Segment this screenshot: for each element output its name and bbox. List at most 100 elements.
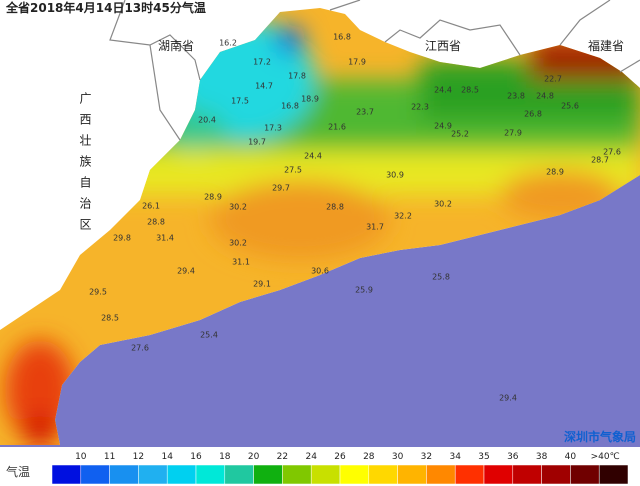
province-label: 湖南省 — [158, 38, 194, 53]
legend-label: 26 — [334, 452, 346, 462]
station-reading: 31.1 — [232, 258, 250, 267]
station-reading: 24.9 — [434, 122, 452, 131]
station-reading: 25.8 — [432, 273, 450, 282]
legend-swatch — [426, 464, 456, 485]
station-reading: 17.9 — [348, 58, 366, 67]
legend-label: 24 — [305, 452, 317, 462]
station-reading: 28.8 — [326, 203, 344, 212]
station-reading: 18.9 — [301, 95, 319, 104]
station-reading: 17.3 — [264, 124, 282, 133]
station-reading: 29.7 — [272, 184, 290, 193]
legend-swatch — [224, 464, 254, 485]
legend-swatch — [368, 464, 398, 485]
station-reading: 30.2 — [434, 200, 452, 209]
station-reading: 29.4 — [177, 267, 195, 276]
legend-swatch — [51, 464, 82, 485]
station-reading: 21.6 — [328, 123, 346, 132]
station-reading: 27.5 — [284, 166, 302, 175]
station-reading: 24.4 — [434, 86, 452, 95]
legend-label: 22 — [277, 452, 288, 462]
station-reading: 27.6 — [131, 344, 149, 353]
station-reading: 25.2 — [451, 130, 469, 139]
legend-swatch — [195, 464, 226, 485]
legend-label: 12 — [133, 452, 144, 462]
legend-swatch — [483, 464, 514, 485]
station-reading: 26.1 — [142, 202, 160, 211]
station-reading: 31.4 — [156, 234, 174, 243]
station-reading: 27.6 — [603, 148, 621, 157]
legend-label: 11 — [104, 452, 115, 462]
legend-swatch — [454, 464, 485, 485]
legend-label: 32 — [421, 452, 432, 462]
legend-swatch — [570, 464, 600, 485]
station-reading: 30.9 — [386, 171, 404, 180]
station-reading: 17.2 — [253, 58, 271, 67]
station-reading: 28.9 — [546, 168, 564, 177]
station-reading: 22.3 — [411, 103, 429, 112]
legend-swatch — [512, 464, 542, 485]
station-reading: 30.6 — [311, 267, 329, 276]
legend-label: 34 — [449, 452, 461, 462]
station-reading: 23.7 — [356, 108, 374, 117]
legend-title: 气温 — [6, 464, 30, 479]
station-reading: 16.2 — [219, 39, 237, 48]
legend-label: 14 — [161, 452, 173, 462]
legend-swatch — [109, 464, 139, 485]
legend-label: 38 — [536, 452, 548, 462]
station-reading: 25.4 — [200, 331, 218, 340]
station-reading: 29.5 — [89, 288, 107, 297]
station-reading: 31.7 — [366, 223, 384, 232]
legend-label: 18 — [219, 452, 231, 462]
legend-label: 16 — [190, 452, 202, 462]
station-reading: 28.5 — [461, 86, 479, 95]
station-reading: 17.8 — [288, 72, 306, 81]
station-reading: 29.1 — [253, 280, 271, 289]
legend-swatch — [253, 464, 283, 485]
legend-label: 10 — [75, 452, 87, 462]
legend-swatch — [310, 464, 341, 485]
station-reading: 17.5 — [231, 97, 249, 106]
station-reading: 29.8 — [113, 234, 131, 243]
legend-label: 30 — [392, 452, 404, 462]
station-reading: 19.7 — [248, 138, 266, 147]
station-reading: 16.8 — [281, 102, 299, 111]
station-reading: 27.9 — [504, 129, 522, 138]
legend-swatch — [282, 464, 312, 485]
legend-label: 20 — [248, 452, 260, 462]
station-reading: 30.2 — [229, 203, 247, 212]
station-reading: 29.4 — [499, 394, 517, 403]
station-reading: 24.8 — [536, 92, 554, 101]
station-reading: 24.4 — [304, 152, 322, 161]
legend-swatch — [166, 464, 197, 485]
station-reading: 28.8 — [147, 218, 165, 227]
legend-label: 35 — [478, 452, 489, 462]
legend-swatch — [397, 464, 427, 485]
legend-swatch — [138, 464, 168, 485]
borders — [109, 0, 640, 141]
station-reading: 23.8 — [507, 92, 525, 101]
station-reading: 30.2 — [229, 239, 247, 248]
station-reading: 22.7 — [544, 75, 562, 84]
legend-swatch — [541, 464, 571, 485]
legend-label: 40 — [565, 452, 577, 462]
station-reading: 25.6 — [561, 102, 579, 111]
source: 深圳市气象局 — [564, 429, 636, 444]
region-label: 广西壮族自治区 — [78, 92, 92, 239]
legend-swatch — [339, 464, 370, 485]
legend-label: 28 — [363, 452, 375, 462]
title: 全省2018年4月14日13时45分气温 — [5, 0, 206, 15]
legend-label: 36 — [507, 452, 519, 462]
province-label: 福建省 — [588, 38, 624, 53]
station-reading: 20.4 — [198, 116, 216, 125]
station-reading: 32.2 — [394, 212, 412, 221]
station-reading: 28.9 — [204, 193, 222, 202]
province-label: 江西省 — [425, 39, 461, 53]
station-reading: 14.7 — [255, 82, 273, 91]
station-reading: 26.8 — [524, 110, 542, 119]
station-reading: 28.7 — [591, 156, 609, 165]
station-reading: 28.5 — [101, 314, 119, 323]
legend-label: >40℃ — [591, 452, 620, 462]
station-reading: 16.8 — [333, 33, 351, 42]
station-reading: 25.9 — [355, 286, 373, 295]
